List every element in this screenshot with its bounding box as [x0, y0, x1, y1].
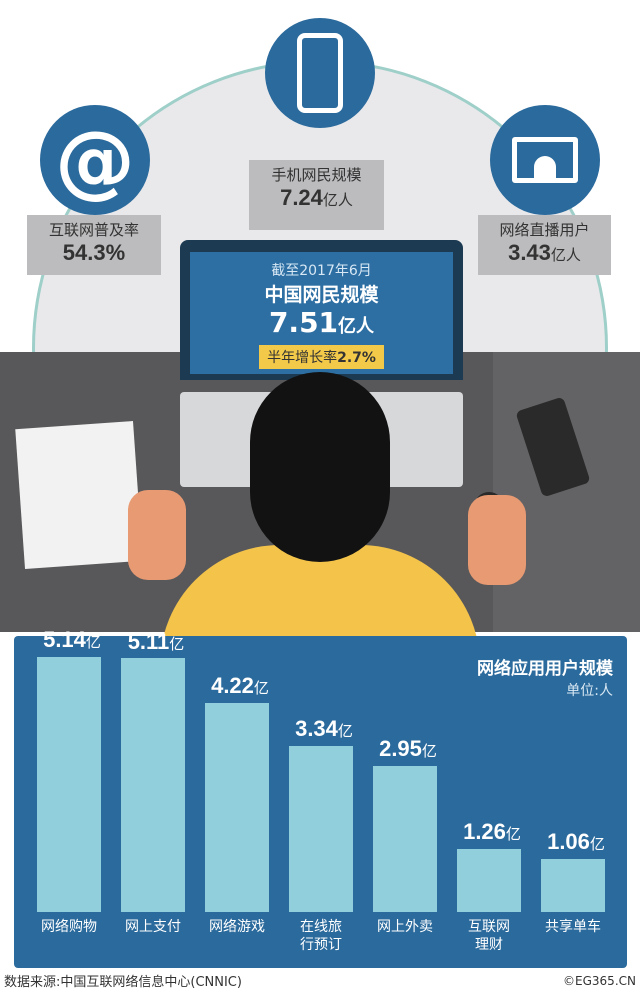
paper [15, 421, 143, 569]
stat-label: 手机网民规模 [271, 166, 362, 184]
bar [289, 746, 353, 912]
at-icon: @ [40, 105, 150, 215]
screen-date: 截至2017年6月 [271, 263, 372, 279]
stat-unit: 亿人 [322, 192, 353, 209]
bar-value-label: 2.95亿 [379, 735, 437, 761]
category-label: 网上支付 [125, 919, 181, 935]
chart-subtitle: 单位:人 [566, 683, 613, 699]
stat-label: 互联网普及率 [48, 221, 139, 239]
bar-value-label: 4.22亿 [211, 672, 269, 698]
growth-value: 2.7% [337, 350, 376, 366]
growth-label: 半年增长率 [267, 350, 338, 366]
category-label: 网上外卖 [377, 919, 433, 935]
laptop-screen: 截至2017年6月 中国网民规模 7.51亿人 半年增长率2.7% [190, 252, 453, 374]
screen-unit: 亿人 [338, 316, 375, 337]
chart-panel: 网络应用用户规模 单位:人 5.14亿网络购物 5.11亿网上支付 4.22亿网络游… [14, 627, 627, 968]
bar-value-label: 1.26亿 [463, 819, 521, 845]
penetration-stat: 互联网普及率 54.3% [27, 215, 161, 275]
right-hand [468, 495, 526, 585]
bar-value-label: 1.06亿 [547, 829, 605, 855]
screen-title: 中国网民规模 [264, 284, 379, 306]
bar-value-label: 5.14亿 [43, 627, 101, 652]
stat-value: 7.24 [280, 185, 323, 210]
bar [37, 657, 101, 912]
live-stream-icon [490, 105, 600, 215]
category-label: 网络购物 [41, 919, 97, 935]
bar-value-label: 3.34亿 [295, 716, 353, 742]
chart-title: 网络应用用户规模 [477, 659, 613, 679]
bar-value-label: 5.11亿 [127, 628, 185, 654]
person-head [250, 372, 390, 562]
screen-value: 7.51 [268, 306, 339, 339]
mobile-stat: 手机网民规模 7.24亿人 [249, 160, 384, 230]
bar [121, 658, 185, 912]
bar [373, 765, 437, 912]
bar [457, 849, 521, 912]
stat-value: 54.3% [62, 240, 126, 265]
bar [541, 859, 605, 912]
stat-value: 3.43 [508, 240, 551, 265]
category-label: 互联网 理财 [468, 919, 510, 953]
left-hand [128, 490, 186, 580]
phone-icon [265, 18, 375, 128]
live-stat: 网络直播用户 3.43亿人 [478, 215, 611, 275]
stat-label: 网络直播用户 [499, 221, 590, 239]
bar [205, 702, 269, 912]
category-label: 在线旅 行预订 [300, 919, 342, 953]
category-label: 网络游戏 [209, 919, 265, 935]
desk-right [493, 352, 640, 632]
stat-unit: 亿人 [550, 247, 581, 264]
watermark: ©EG365.CN [563, 974, 636, 988]
growth-badge: 半年增长率2.7% [259, 345, 384, 369]
source-note: 数据来源:中国互联网络信息中心(CNNIC) [4, 975, 242, 990]
category-label: 共享单车 [545, 919, 601, 935]
